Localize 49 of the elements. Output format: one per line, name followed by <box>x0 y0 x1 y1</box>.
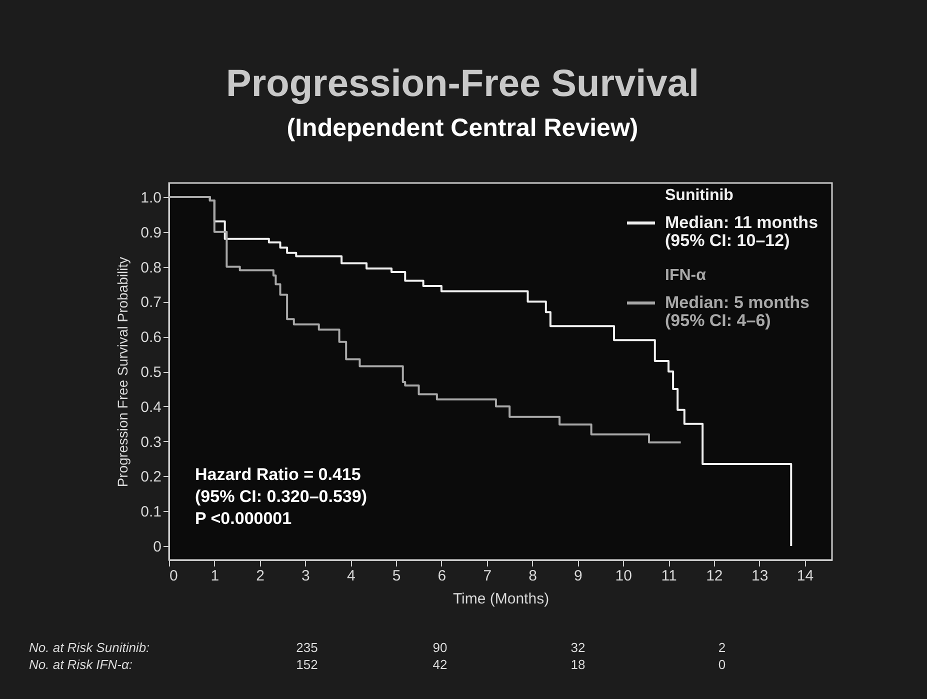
y-tick-label: 0.5 <box>140 364 162 381</box>
x-tick-label: 2 <box>256 568 264 584</box>
text: 42 <box>432 657 448 672</box>
annotation: (95% CI: 10–12) <box>665 231 790 250</box>
x-tick-label: 11 <box>661 568 677 584</box>
text: No. at Risk Sunitinib: <box>29 640 150 655</box>
text: 32 <box>570 640 586 655</box>
x-tick-label: 9 <box>574 568 582 584</box>
y-tick-label: 0 <box>153 538 162 556</box>
x-tick-label: 13 <box>752 568 768 584</box>
annotation: Median: 11 months <box>665 213 818 232</box>
text: 2 <box>718 640 726 655</box>
chart-subtitle: (Independent Central Review) <box>286 114 638 142</box>
chart-title: Progression-Free Survival <box>226 63 700 105</box>
x-tick-label: 4 <box>346 568 356 584</box>
text: 0 <box>718 657 726 672</box>
y-tick-label: 0.1 <box>140 504 162 521</box>
text: 90 <box>432 640 448 655</box>
y-tick-label: 0.9 <box>140 224 162 242</box>
x-tick-label: 14 <box>796 568 814 584</box>
x-tick-label: 10 <box>615 568 632 584</box>
y-tick-label: 0.6 <box>140 329 162 346</box>
text: 152 <box>296 657 318 672</box>
annotation: P <0.000001 <box>195 509 292 528</box>
y-tick-label: 0.3 <box>140 434 162 451</box>
y-tick-label: 0.8 <box>140 259 162 276</box>
x-axis-title: Time (Months) <box>452 590 550 608</box>
x-tick-label: 12 <box>706 568 723 584</box>
annotation: Hazard Ratio = 0.415 <box>195 465 361 484</box>
text: 235 <box>296 640 318 655</box>
y-tick-label: 0.4 <box>140 398 162 416</box>
y-axis-title: Progression Free Survival Probability <box>114 256 131 488</box>
x-tick-label: 6 <box>438 568 446 584</box>
x-tick-label: 1 <box>210 568 220 584</box>
annotation: Median: 5 months <box>665 293 810 312</box>
x-tick-label: 5 <box>392 568 401 584</box>
y-tick-label: 0.2 <box>140 468 162 486</box>
x-tick-label: 3 <box>302 568 310 584</box>
x-tick-label: 7 <box>483 568 492 584</box>
annotation: (95% CI: 4–6) <box>665 311 771 330</box>
text: No. at Risk IFN-α: <box>29 657 133 672</box>
text: 18 <box>570 657 586 672</box>
y-tick-label: 1.0 <box>140 189 162 206</box>
x-tick-label: 0 <box>170 568 178 584</box>
y-tick-label: 0.7 <box>140 294 162 312</box>
annotation: (95% CI: 0.320–0.539) <box>195 487 367 506</box>
text: IFN-α <box>665 267 706 284</box>
text: Sunitinib <box>665 187 734 204</box>
x-tick-label: 8 <box>528 568 537 584</box>
